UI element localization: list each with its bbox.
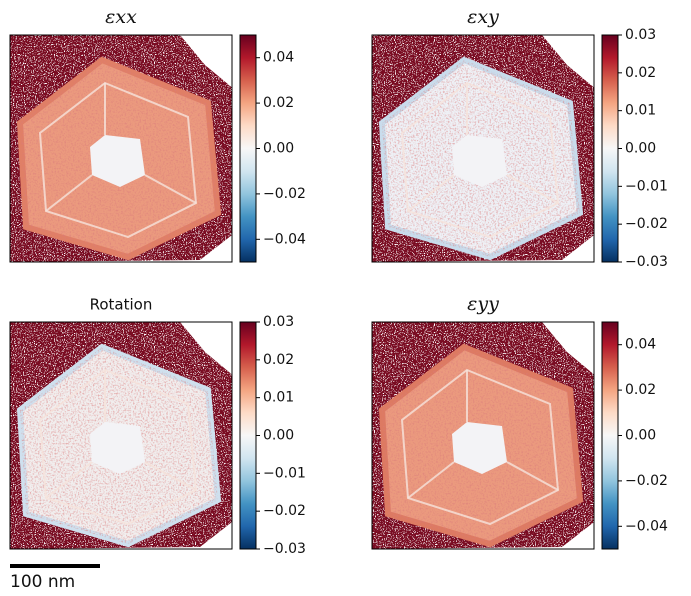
panel: εxy −0.03 −0.02 −0.01 0.00 0.01 0.02 0.03 <box>372 6 668 270</box>
colorbar <box>602 322 618 549</box>
colorbar-tick-label: 0.00 <box>263 141 294 157</box>
colorbar-tick-label: 0.00 <box>263 428 294 444</box>
scale-bar-label: 100 nm <box>10 572 75 592</box>
colorbar-tick-label: 0.01 <box>263 390 294 406</box>
panel: εyy −0.04 −0.02 0.00 0.02 0.04 <box>372 293 668 549</box>
strain-map <box>372 35 597 262</box>
colorbar-tick-label: −0.03 <box>625 254 668 270</box>
colorbar-tick-label: −0.04 <box>263 231 306 247</box>
strain-map <box>10 322 235 549</box>
colorbar-tick-label: 0.02 <box>263 95 294 111</box>
colorbar <box>602 35 618 262</box>
strain-map <box>10 35 235 262</box>
colorbar <box>240 322 256 549</box>
colorbar-tick-label: 0.02 <box>625 382 656 398</box>
colorbar-tick-label: −0.01 <box>263 465 306 481</box>
strain-map <box>372 322 597 549</box>
panel-title: Rotation <box>90 296 153 314</box>
colorbar-tick-label: −0.04 <box>625 518 668 534</box>
colorbar-tick-label: −0.02 <box>263 186 306 202</box>
colorbar-tick-label: 0.03 <box>625 27 656 43</box>
figure: 100 nm εxx −0.04 −0.02 0.00 0.02 0.04 εxy −0.03… <box>0 0 691 592</box>
colorbar-tick-label: −0.02 <box>625 473 668 489</box>
colorbar-tick-label: −0.01 <box>625 178 668 194</box>
colorbar-tick-label: 0.01 <box>625 103 656 119</box>
panel-title: εyy <box>467 293 499 315</box>
colorbar-tick-label: −0.02 <box>625 216 668 232</box>
colorbar-tick-label: 0.00 <box>625 141 656 157</box>
colorbar-tick-label: 0.02 <box>625 65 656 81</box>
colorbar-tick-label: −0.02 <box>263 503 306 519</box>
colorbar-tick-label: −0.03 <box>263 541 306 557</box>
panel: εxx −0.04 −0.02 0.00 0.02 0.04 <box>10 6 306 262</box>
colorbar <box>240 35 256 262</box>
colorbar-tick-label: 0.03 <box>263 314 294 330</box>
colorbar-tick-label: 0.02 <box>263 352 294 368</box>
colorbar-tick-label: 0.00 <box>625 428 656 444</box>
colorbar-tick-label: 0.04 <box>263 50 294 66</box>
colorbar-tick-label: 0.04 <box>625 337 656 353</box>
panel: Rotation −0.03 −0.02 −0.01 0.00 0.01 0.02 0.03 <box>10 296 306 558</box>
panel-title: εxy <box>467 6 499 28</box>
panel-title: εxx <box>105 6 137 28</box>
